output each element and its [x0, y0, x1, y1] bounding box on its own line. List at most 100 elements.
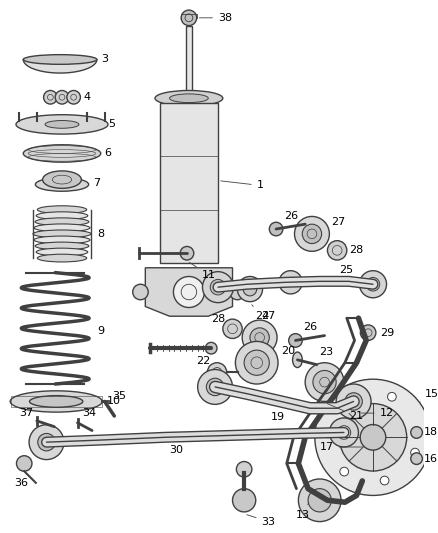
- Circle shape: [244, 350, 269, 375]
- Text: 20: 20: [281, 346, 295, 356]
- Ellipse shape: [36, 212, 88, 220]
- Circle shape: [237, 277, 262, 302]
- Circle shape: [294, 216, 329, 251]
- Text: 23: 23: [319, 347, 333, 357]
- Text: 9: 9: [97, 326, 104, 336]
- Circle shape: [173, 277, 205, 308]
- Text: 11: 11: [189, 262, 215, 279]
- Circle shape: [198, 369, 233, 405]
- Circle shape: [313, 370, 336, 394]
- Text: 1: 1: [221, 181, 264, 190]
- Circle shape: [207, 363, 227, 382]
- Circle shape: [289, 334, 302, 347]
- Text: 38: 38: [199, 13, 232, 23]
- Text: 27: 27: [261, 311, 276, 321]
- Ellipse shape: [36, 248, 88, 256]
- Ellipse shape: [34, 236, 90, 244]
- Ellipse shape: [29, 395, 83, 407]
- Ellipse shape: [35, 177, 88, 191]
- Circle shape: [38, 433, 55, 451]
- Text: 15: 15: [420, 389, 438, 402]
- Text: 5: 5: [109, 119, 116, 130]
- Circle shape: [324, 429, 333, 438]
- Text: 27: 27: [331, 217, 346, 227]
- Circle shape: [17, 456, 32, 471]
- Text: 28: 28: [211, 314, 226, 324]
- Circle shape: [235, 342, 278, 384]
- Circle shape: [279, 271, 302, 294]
- Text: 29: 29: [380, 328, 394, 338]
- Text: 26: 26: [284, 212, 298, 221]
- Text: 28: 28: [349, 245, 363, 255]
- Circle shape: [360, 424, 386, 450]
- Circle shape: [345, 393, 362, 410]
- Circle shape: [305, 363, 344, 401]
- Circle shape: [181, 10, 197, 26]
- Text: 12: 12: [361, 408, 394, 418]
- Text: 17: 17: [320, 442, 363, 452]
- Circle shape: [411, 453, 422, 464]
- Circle shape: [44, 91, 57, 104]
- Text: 16: 16: [424, 454, 438, 464]
- Text: 36: 36: [14, 478, 28, 488]
- Ellipse shape: [35, 242, 89, 250]
- Circle shape: [298, 479, 341, 522]
- Bar: [11, 395, 102, 407]
- Ellipse shape: [37, 206, 87, 214]
- Circle shape: [250, 328, 269, 347]
- Text: 33: 33: [247, 515, 276, 527]
- Text: 25: 25: [339, 265, 353, 274]
- Text: 34: 34: [82, 408, 96, 418]
- Ellipse shape: [23, 55, 97, 64]
- Text: 8: 8: [97, 229, 104, 239]
- Circle shape: [329, 418, 358, 447]
- Ellipse shape: [33, 230, 91, 238]
- Ellipse shape: [35, 218, 89, 225]
- Circle shape: [210, 279, 226, 295]
- Ellipse shape: [45, 120, 79, 128]
- Circle shape: [336, 384, 371, 419]
- Circle shape: [411, 426, 422, 438]
- Circle shape: [243, 282, 257, 296]
- Circle shape: [269, 222, 283, 236]
- Polygon shape: [23, 60, 97, 73]
- Text: 24: 24: [252, 305, 269, 321]
- Text: 26: 26: [303, 322, 318, 332]
- Circle shape: [340, 467, 349, 476]
- Text: 3: 3: [101, 54, 108, 64]
- Ellipse shape: [37, 254, 87, 262]
- Circle shape: [29, 425, 64, 459]
- Ellipse shape: [155, 91, 223, 106]
- Text: 7: 7: [93, 177, 100, 188]
- Circle shape: [67, 91, 81, 104]
- Ellipse shape: [10, 391, 102, 412]
- Bar: [186, 26, 192, 98]
- Circle shape: [360, 271, 387, 298]
- Ellipse shape: [42, 171, 81, 188]
- Circle shape: [223, 319, 242, 338]
- Circle shape: [206, 378, 224, 395]
- Circle shape: [133, 284, 148, 300]
- Circle shape: [202, 272, 233, 303]
- Circle shape: [388, 392, 396, 401]
- Circle shape: [339, 403, 407, 471]
- Ellipse shape: [170, 94, 208, 102]
- Ellipse shape: [293, 352, 302, 368]
- Circle shape: [315, 379, 431, 496]
- Bar: [160, 103, 218, 263]
- Circle shape: [55, 91, 69, 104]
- Ellipse shape: [34, 224, 90, 232]
- Text: 10: 10: [106, 397, 120, 407]
- Text: 30: 30: [170, 445, 184, 455]
- Text: 13: 13: [296, 503, 310, 520]
- Text: 19: 19: [271, 412, 286, 422]
- Circle shape: [346, 394, 355, 403]
- Circle shape: [360, 325, 376, 341]
- Circle shape: [242, 320, 277, 355]
- Text: 22: 22: [196, 356, 210, 366]
- Text: 37: 37: [19, 408, 33, 418]
- Circle shape: [237, 462, 252, 477]
- Text: 18: 18: [424, 427, 438, 438]
- Text: 35: 35: [113, 391, 127, 401]
- Circle shape: [233, 489, 256, 512]
